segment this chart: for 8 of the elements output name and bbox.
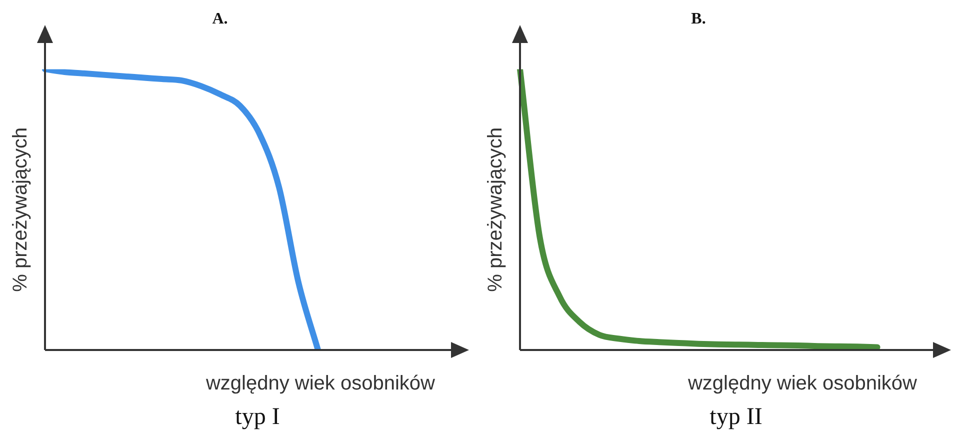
text: typ II (708, 404, 764, 431)
y-axis-title: % przeżywających (10, 127, 32, 292)
x-axis-title: względny wiek osobników (204, 372, 436, 395)
chart-title: B. (691, 10, 706, 28)
chart-title: A. (212, 10, 228, 28)
text: typ I (234, 404, 281, 431)
x-axis-title: względny wiek osobników (686, 372, 918, 395)
y-axis-title: % przeżywających (484, 127, 507, 292)
